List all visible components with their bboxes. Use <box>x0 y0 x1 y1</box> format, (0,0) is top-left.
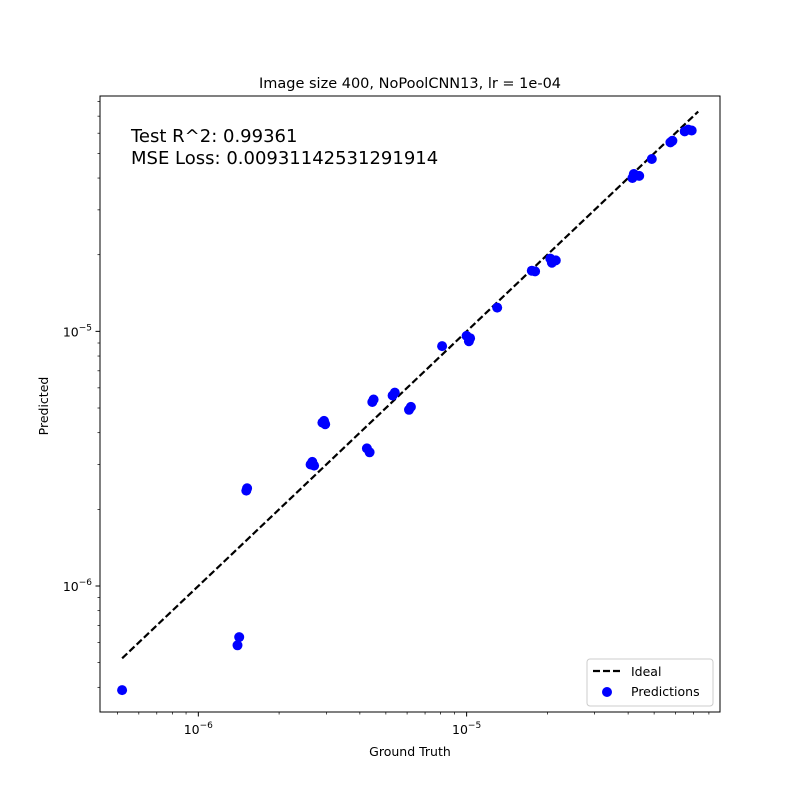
prediction-point <box>492 302 503 313</box>
axes-frame <box>99 95 721 713</box>
r2-annotation: Test R^2: 0.99361 <box>130 126 297 147</box>
prediction-point <box>232 640 243 651</box>
legend-predictions-label: Predictions <box>631 684 700 699</box>
prediction-point <box>320 419 331 430</box>
prediction-point <box>234 632 245 643</box>
prediction-point <box>686 125 697 136</box>
prediction-point <box>309 460 320 471</box>
legend: Ideal Predictions <box>586 658 714 707</box>
ideal-line-layer <box>121 110 699 660</box>
prediction-point <box>646 154 657 164</box>
ideal-line <box>121 110 699 660</box>
legend-predictions-swatch <box>602 687 612 697</box>
prediction-point <box>530 266 541 277</box>
prediction-point <box>117 685 128 696</box>
y-tick-label: 10−5 <box>63 323 92 339</box>
y-axis-ticks: 10−6 10−5 <box>63 101 100 688</box>
predictions-layer <box>117 124 697 696</box>
y-axis-label: Predicted <box>36 377 51 436</box>
prediction-point <box>405 401 416 412</box>
prediction-point <box>465 333 476 344</box>
prediction-point <box>364 447 375 458</box>
legend-ideal-label: Ideal <box>631 664 661 679</box>
y-tick-label: 10−6 <box>63 578 92 594</box>
prediction-point <box>437 341 448 352</box>
prediction-point <box>667 135 678 146</box>
chart-title: Image size 400, NoPoolCNN13, lr = 1e-04 <box>259 76 561 92</box>
prediction-point <box>242 483 253 494</box>
prediction-point <box>389 387 400 398</box>
mse-annotation: MSE Loss: 0.00931142531291914 <box>131 148 438 169</box>
x-axis-label: Ground Truth <box>369 744 451 759</box>
prediction-point <box>634 170 645 181</box>
prediction-point <box>368 394 379 405</box>
x-axis-ticks: 10−6 10−5 <box>117 712 710 737</box>
prediction-point <box>550 255 561 266</box>
x-tick-label: 10−6 <box>184 721 213 737</box>
plot-area <box>117 110 699 696</box>
x-tick-label: 10−5 <box>452 721 481 737</box>
